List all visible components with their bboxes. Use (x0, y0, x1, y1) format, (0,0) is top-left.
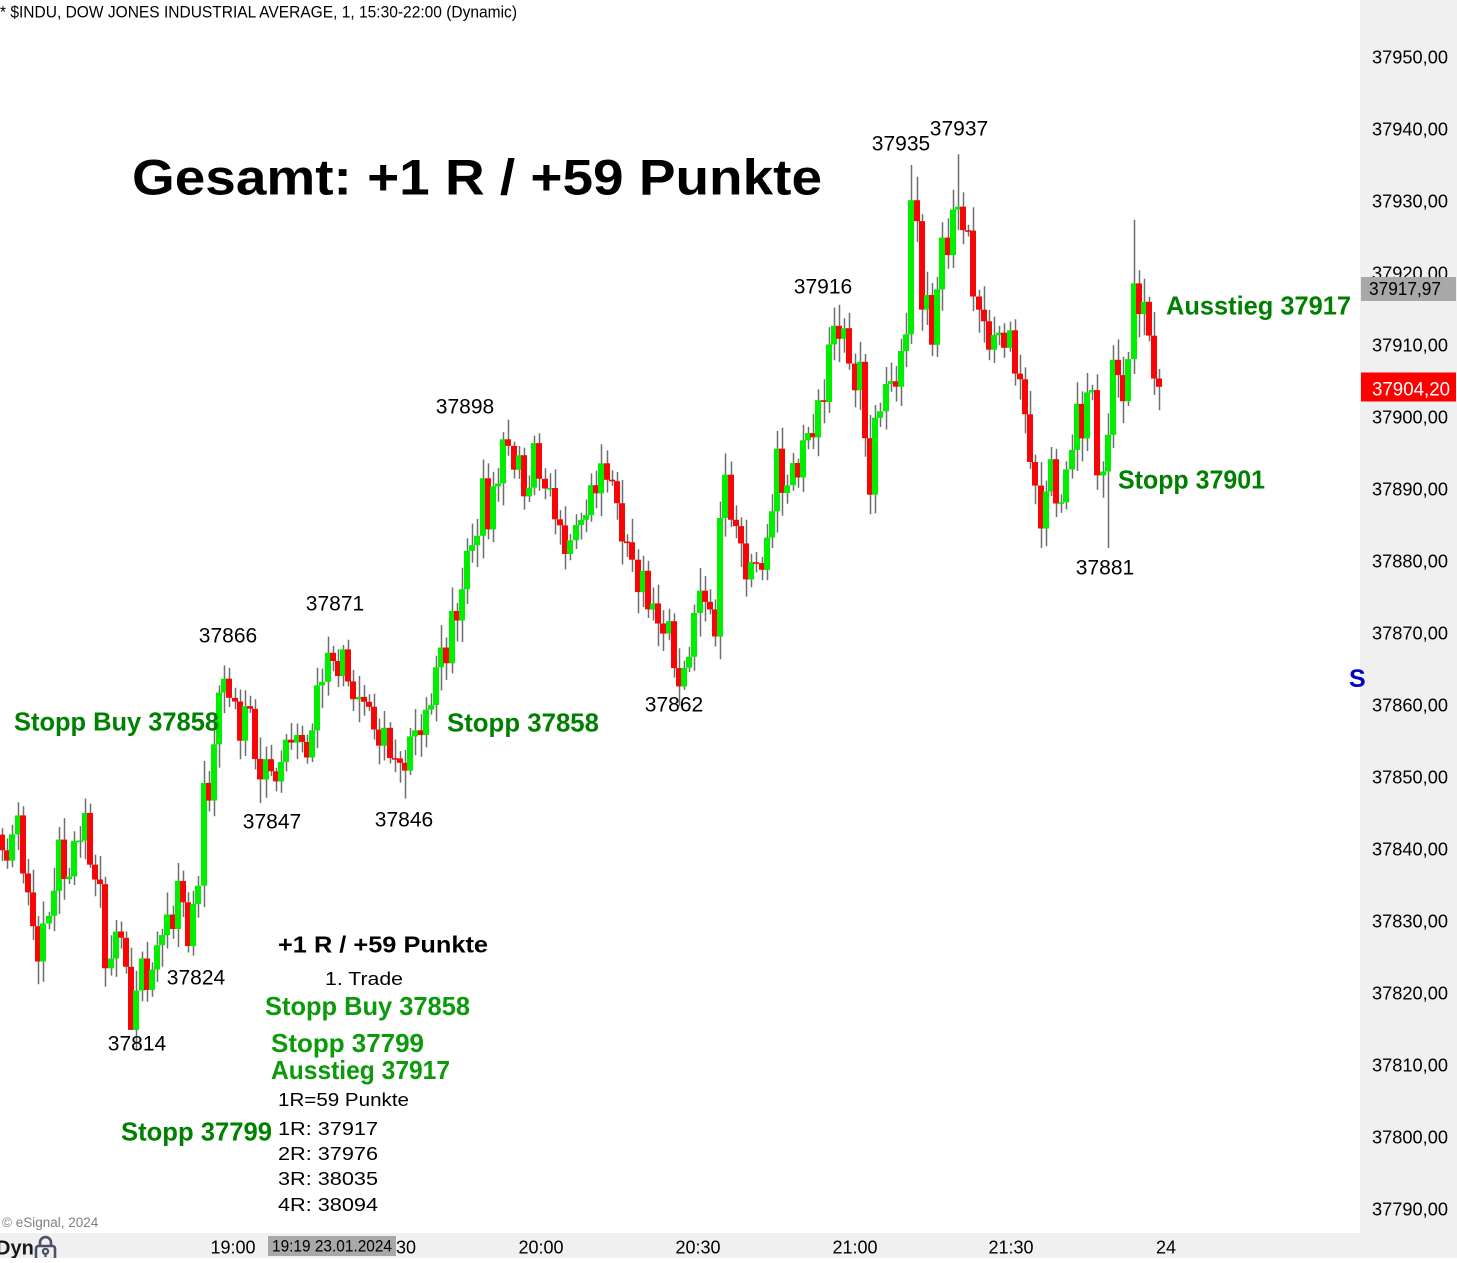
svg-text:+1 R / +59 Punkte: +1 R / +59 Punkte (278, 932, 488, 958)
svg-text:37846: 37846 (375, 809, 433, 832)
svg-text:37824: 37824 (167, 967, 226, 990)
svg-text:20:30: 20:30 (675, 1238, 720, 1258)
svg-text:37898: 37898 (436, 396, 494, 419)
svg-text:20:00: 20:00 (518, 1238, 563, 1258)
svg-text:37917,97: 37917,97 (1369, 279, 1441, 299)
svg-text:37840,00: 37840,00 (1372, 839, 1448, 859)
svg-text:37900,00: 37900,00 (1372, 407, 1448, 427)
svg-text:19:19 23.01.2024: 19:19 23.01.2024 (272, 1238, 392, 1256)
svg-text:37830,00: 37830,00 (1372, 911, 1448, 931)
svg-text:1R=59 Punkte: 1R=59 Punkte (278, 1089, 409, 1110)
svg-text:30: 30 (396, 1238, 416, 1258)
svg-text:37880,00: 37880,00 (1372, 551, 1448, 571)
svg-text:37850,00: 37850,00 (1372, 767, 1448, 787)
svg-text:37790,00: 37790,00 (1372, 1199, 1448, 1219)
svg-text:24: 24 (1156, 1238, 1176, 1258)
svg-text:37860,00: 37860,00 (1372, 695, 1448, 715)
svg-text:37800,00: 37800,00 (1372, 1127, 1448, 1147)
svg-text:37862: 37862 (645, 694, 703, 717)
svg-text:S: S (1349, 665, 1366, 693)
svg-text:Dyn: Dyn (0, 1238, 34, 1259)
svg-text:2R: 37976: 2R: 37976 (278, 1143, 378, 1164)
svg-text:Stopp 37799: Stopp 37799 (271, 1028, 424, 1058)
svg-text:Stopp 37901: Stopp 37901 (1118, 465, 1265, 495)
svg-text:37810,00: 37810,00 (1372, 1055, 1448, 1075)
svg-text:37871: 37871 (306, 593, 364, 616)
svg-text:37890,00: 37890,00 (1372, 479, 1448, 499)
svg-text:37910,00: 37910,00 (1372, 335, 1448, 355)
svg-text:37916: 37916 (794, 276, 852, 299)
svg-text:Ausstieg 37917: Ausstieg 37917 (1166, 291, 1351, 321)
svg-text:37847: 37847 (243, 811, 301, 834)
svg-text:21:00: 21:00 (832, 1238, 877, 1258)
svg-text:37881: 37881 (1076, 557, 1134, 580)
svg-text:Ausstieg 37917: Ausstieg 37917 (271, 1055, 450, 1085)
svg-text:37814: 37814 (108, 1033, 167, 1056)
svg-text:1R: 37917: 1R: 37917 (278, 1118, 378, 1139)
svg-text:37950,00: 37950,00 (1372, 47, 1448, 67)
svg-text:19:00: 19:00 (210, 1238, 255, 1258)
svg-text:© eSignal, 2024: © eSignal, 2024 (2, 1215, 99, 1230)
svg-text:Stopp Buy 37858: Stopp Buy 37858 (265, 991, 470, 1021)
svg-text:37870,00: 37870,00 (1372, 623, 1448, 643)
svg-text:Stopp 37799: Stopp 37799 (121, 1117, 272, 1147)
svg-text:37940,00: 37940,00 (1372, 119, 1448, 139)
svg-text:37937: 37937 (930, 118, 988, 141)
svg-text:4R: 38094: 4R: 38094 (278, 1194, 378, 1215)
svg-text:21:30: 21:30 (988, 1238, 1033, 1258)
svg-text:* $INDU, DOW JONES INDUSTRIAL: * $INDU, DOW JONES INDUSTRIAL AVERAGE, 1… (0, 4, 517, 22)
svg-text:Stopp Buy 37858: Stopp Buy 37858 (14, 707, 219, 737)
svg-text:37930,00: 37930,00 (1372, 191, 1448, 211)
svg-text:Gesamt: +1 R / +59 Punkte: Gesamt: +1 R / +59 Punkte (132, 150, 822, 206)
svg-text:37866: 37866 (199, 625, 257, 648)
svg-text:37935: 37935 (872, 133, 930, 156)
svg-text:37820,00: 37820,00 (1372, 983, 1448, 1003)
svg-text:37904,20: 37904,20 (1372, 379, 1450, 401)
svg-text:3R: 38035: 3R: 38035 (278, 1168, 378, 1189)
svg-text:1. Trade: 1. Trade (325, 968, 403, 989)
svg-text:Stopp 37858: Stopp 37858 (447, 708, 599, 738)
